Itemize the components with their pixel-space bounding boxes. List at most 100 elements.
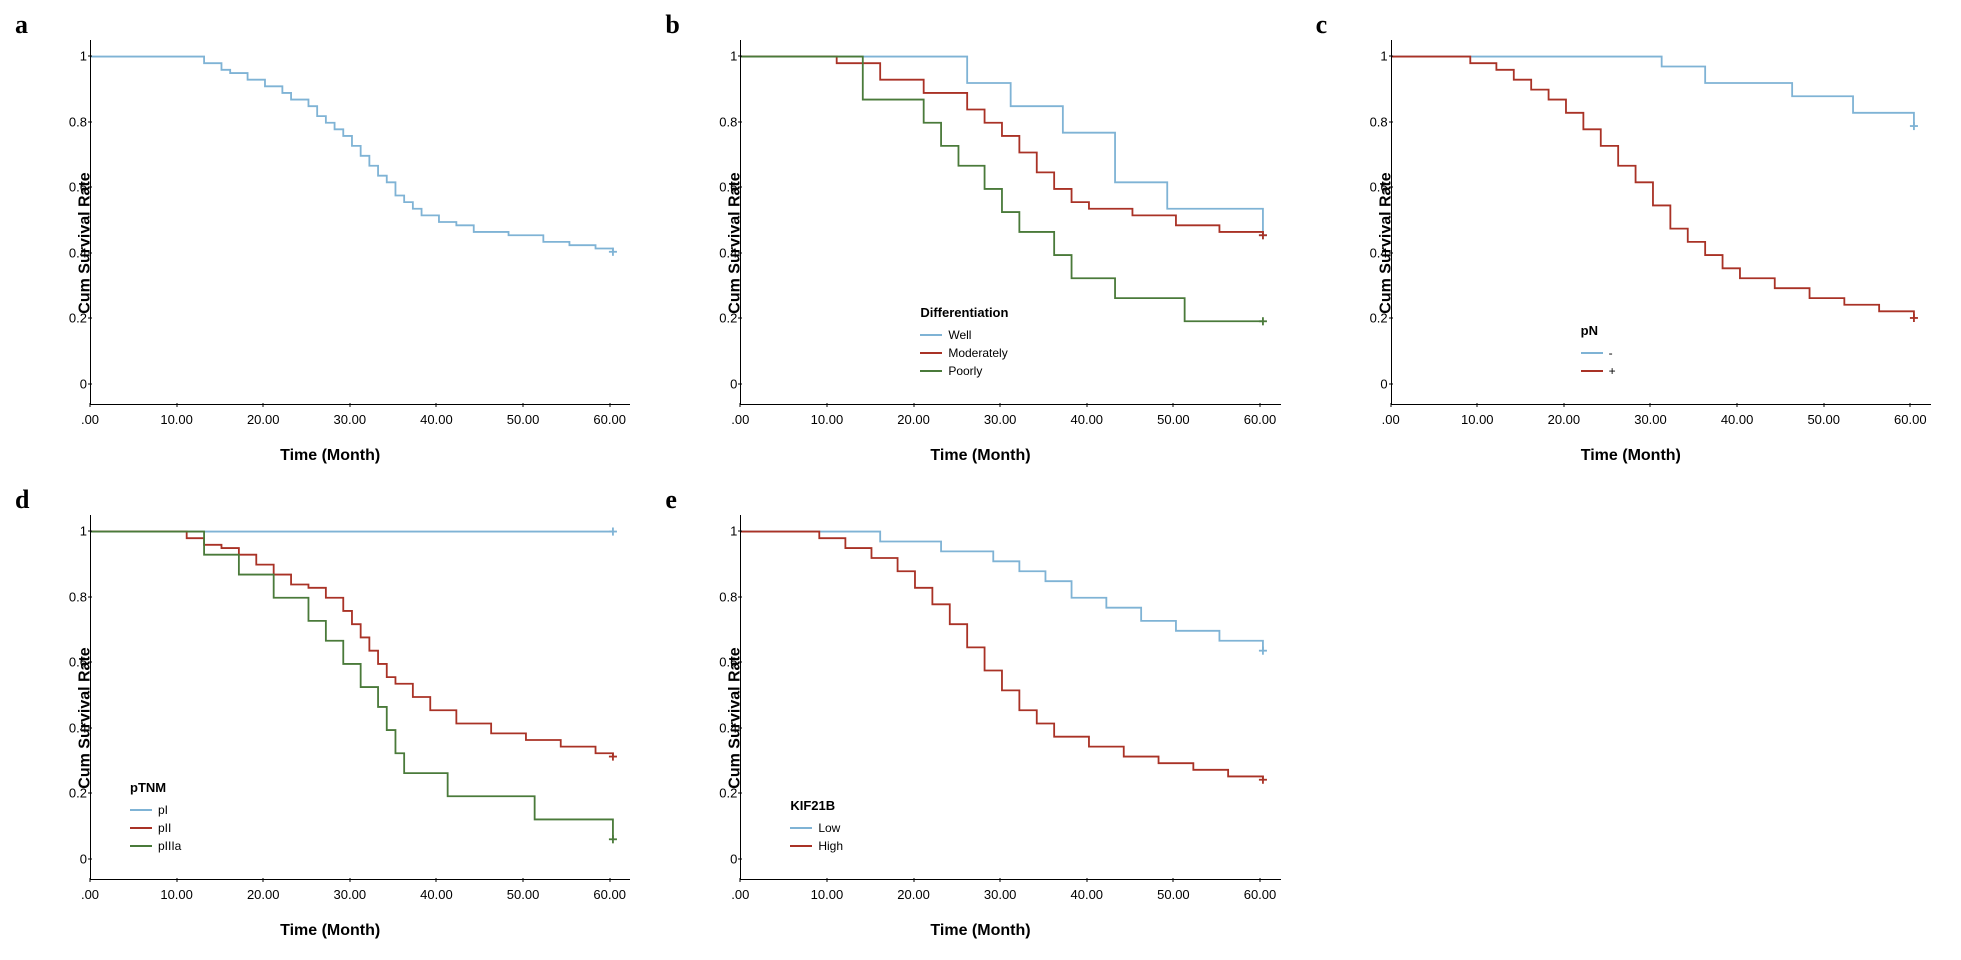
y-tick-mark [738,662,742,663]
x-tick-label: 50.00 [507,887,540,902]
x-tick-mark [1000,878,1001,882]
legend-label: pII [158,819,171,837]
y-tick-label: 0.6 [1366,180,1388,195]
y-tick-label: 0.8 [65,114,87,129]
km-svg [91,40,630,404]
legend-swatch [920,370,942,372]
x-tick-mark [1563,403,1564,407]
y-tick-mark [88,662,92,663]
y-tick-label: 0.8 [65,589,87,604]
legend-title: Differentiation [920,303,1008,323]
y-tick-label: 0 [65,376,87,391]
x-tick-mark [263,403,264,407]
x-tick-label: 40.00 [420,887,453,902]
x-tick-label: 10.00 [811,887,844,902]
legend-swatch [920,334,942,336]
panel-e: eCum Survival RateTime (Month)00.20.40.6… [660,485,1300,950]
y-tick-mark [1389,318,1393,319]
legend-item: Poorly [920,362,1008,380]
y-tick-mark [88,793,92,794]
x-axis-label: Time (Month) [930,447,1030,465]
legend: pTNMpIpIIpIIIa [130,778,181,856]
legend-swatch [130,827,152,829]
y-tick-label: 0 [65,851,87,866]
y-tick-mark [88,858,92,859]
km-figure-grid: aCum Survival RateTime (Month)00.20.40.6… [10,10,1951,950]
y-tick-mark [1389,187,1393,188]
x-tick-mark [1823,403,1824,407]
plot-area [1391,40,1931,405]
km-curve-0 [1392,57,1914,126]
y-tick-label: 1 [1366,49,1388,64]
km-curve-1 [91,532,613,757]
km-curve-0 [741,532,1263,651]
y-tick-mark [88,121,92,122]
panel-label-b: b [665,10,679,40]
legend-title: KIF21B [790,796,843,816]
y-tick-mark [738,318,742,319]
x-tick-mark [740,403,741,407]
y-tick-mark [738,252,742,253]
x-tick-label: 10.00 [160,887,193,902]
x-tick-mark [1173,403,1174,407]
y-tick-mark [1389,56,1393,57]
x-tick-label: 40.00 [1070,412,1103,427]
panel-d: dCum Survival RateTime (Month)00.20.40.6… [10,485,650,950]
y-tick-mark [1389,252,1393,253]
x-tick-label: .00 [1382,412,1400,427]
x-tick-label: 40.00 [1721,412,1754,427]
y-tick-label: 0.4 [715,245,737,260]
y-tick-label: 0.4 [715,720,737,735]
x-tick-label: 30.00 [984,887,1017,902]
y-tick-label: 0 [1366,376,1388,391]
legend-label: High [818,837,843,855]
x-tick-mark [176,403,177,407]
x-tick-mark [1650,403,1651,407]
legend: DifferentiationWellModeratelyPoorly [920,303,1008,381]
x-tick-mark [1390,403,1391,407]
x-tick-label: 10.00 [1461,412,1494,427]
x-tick-label: 40.00 [1070,887,1103,902]
panel-label-e: e [665,485,677,515]
x-tick-mark [1086,403,1087,407]
x-tick-label: 10.00 [811,412,844,427]
x-tick-mark [609,878,610,882]
y-tick-mark [88,187,92,188]
legend-swatch [130,809,152,811]
legend: KIF21BLowHigh [790,796,843,856]
legend-item: + [1581,362,1616,380]
legend: pN -+ [1581,321,1616,381]
x-tick-label: 30.00 [334,412,367,427]
censor-mark [609,835,617,843]
y-tick-mark [738,531,742,532]
x-tick-label: 50.00 [1157,887,1190,902]
x-tick-label: .00 [731,887,749,902]
y-tick-label: 0.2 [65,311,87,326]
censor-mark [1259,317,1267,325]
x-tick-mark [1173,878,1174,882]
x-tick-label: .00 [81,412,99,427]
panel-label-a: a [15,10,28,40]
x-tick-label: 20.00 [897,887,930,902]
legend-title: pN [1581,321,1616,341]
x-tick-label: 60.00 [1244,887,1277,902]
y-tick-label: 0 [715,851,737,866]
x-tick-label: 50.00 [1807,412,1840,427]
y-tick-mark [88,727,92,728]
x-tick-label: 60.00 [593,887,626,902]
x-tick-label: 30.00 [1634,412,1667,427]
y-tick-mark [738,187,742,188]
panel-a: aCum Survival RateTime (Month)00.20.40.6… [10,10,650,475]
legend-swatch [920,352,942,354]
x-tick-mark [90,878,91,882]
y-tick-mark [738,727,742,728]
x-tick-mark [826,403,827,407]
legend-swatch [1581,352,1603,354]
km-svg [1392,40,1931,404]
x-tick-mark [1910,403,1911,407]
legend-item: - [1581,344,1616,362]
y-tick-label: 0.6 [65,180,87,195]
x-tick-label: .00 [81,887,99,902]
legend-title: pTNM [130,778,181,798]
y-tick-mark [88,252,92,253]
